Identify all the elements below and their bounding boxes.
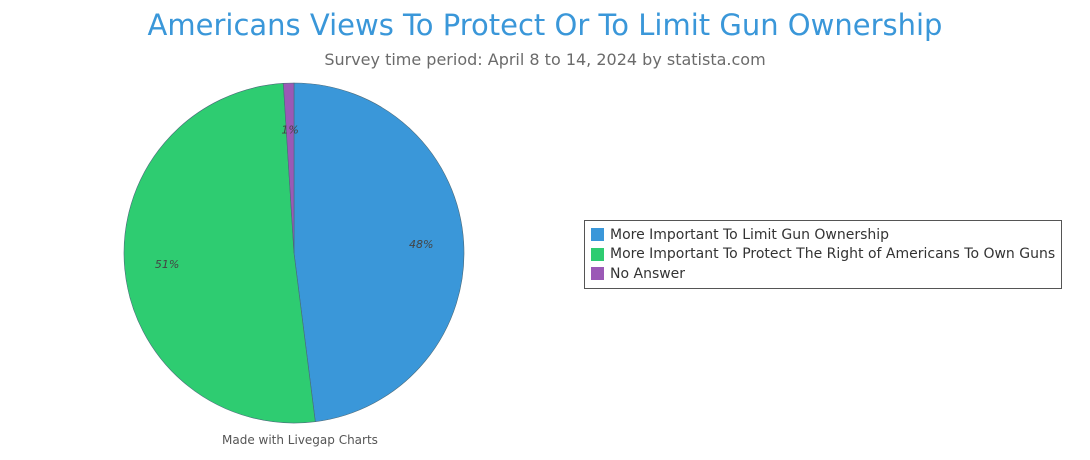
legend: More Important To Limit Gun Ownership Mo… xyxy=(584,220,1063,289)
legend-swatch-no-answer xyxy=(591,267,604,281)
legend-item-protect[interactable]: More Important To Protect The Right of A… xyxy=(591,245,1055,265)
legend-label-protect: More Important To Protect The Right of A… xyxy=(610,246,1056,263)
credit-text: Made with Livegap Charts xyxy=(222,433,378,447)
legend-swatch-limit xyxy=(591,228,604,242)
legend-swatch-protect xyxy=(591,247,604,261)
chart-title: Americans Views To Protect Or To Limit G… xyxy=(147,8,943,42)
chart-subtitle: Survey time period: April 8 to 14, 2024 … xyxy=(324,50,766,69)
pie-slice-no-answer[interactable] xyxy=(283,82,295,254)
pie-label-protect: 51% xyxy=(155,258,179,271)
pie-label-no-answer: 1% xyxy=(281,124,298,137)
legend-label-limit: More Important To Limit Gun Ownership xyxy=(610,226,890,243)
pie-slice-protect[interactable] xyxy=(123,83,316,424)
pie-label-limit: 48% xyxy=(409,238,433,251)
pie-slice-limit[interactable] xyxy=(293,82,465,422)
legend-label-no-answer: No Answer xyxy=(610,265,686,282)
legend-item-no-answer[interactable]: No Answer xyxy=(591,264,1055,284)
legend-item-limit[interactable]: More Important To Limit Gun Ownership xyxy=(591,225,1055,245)
